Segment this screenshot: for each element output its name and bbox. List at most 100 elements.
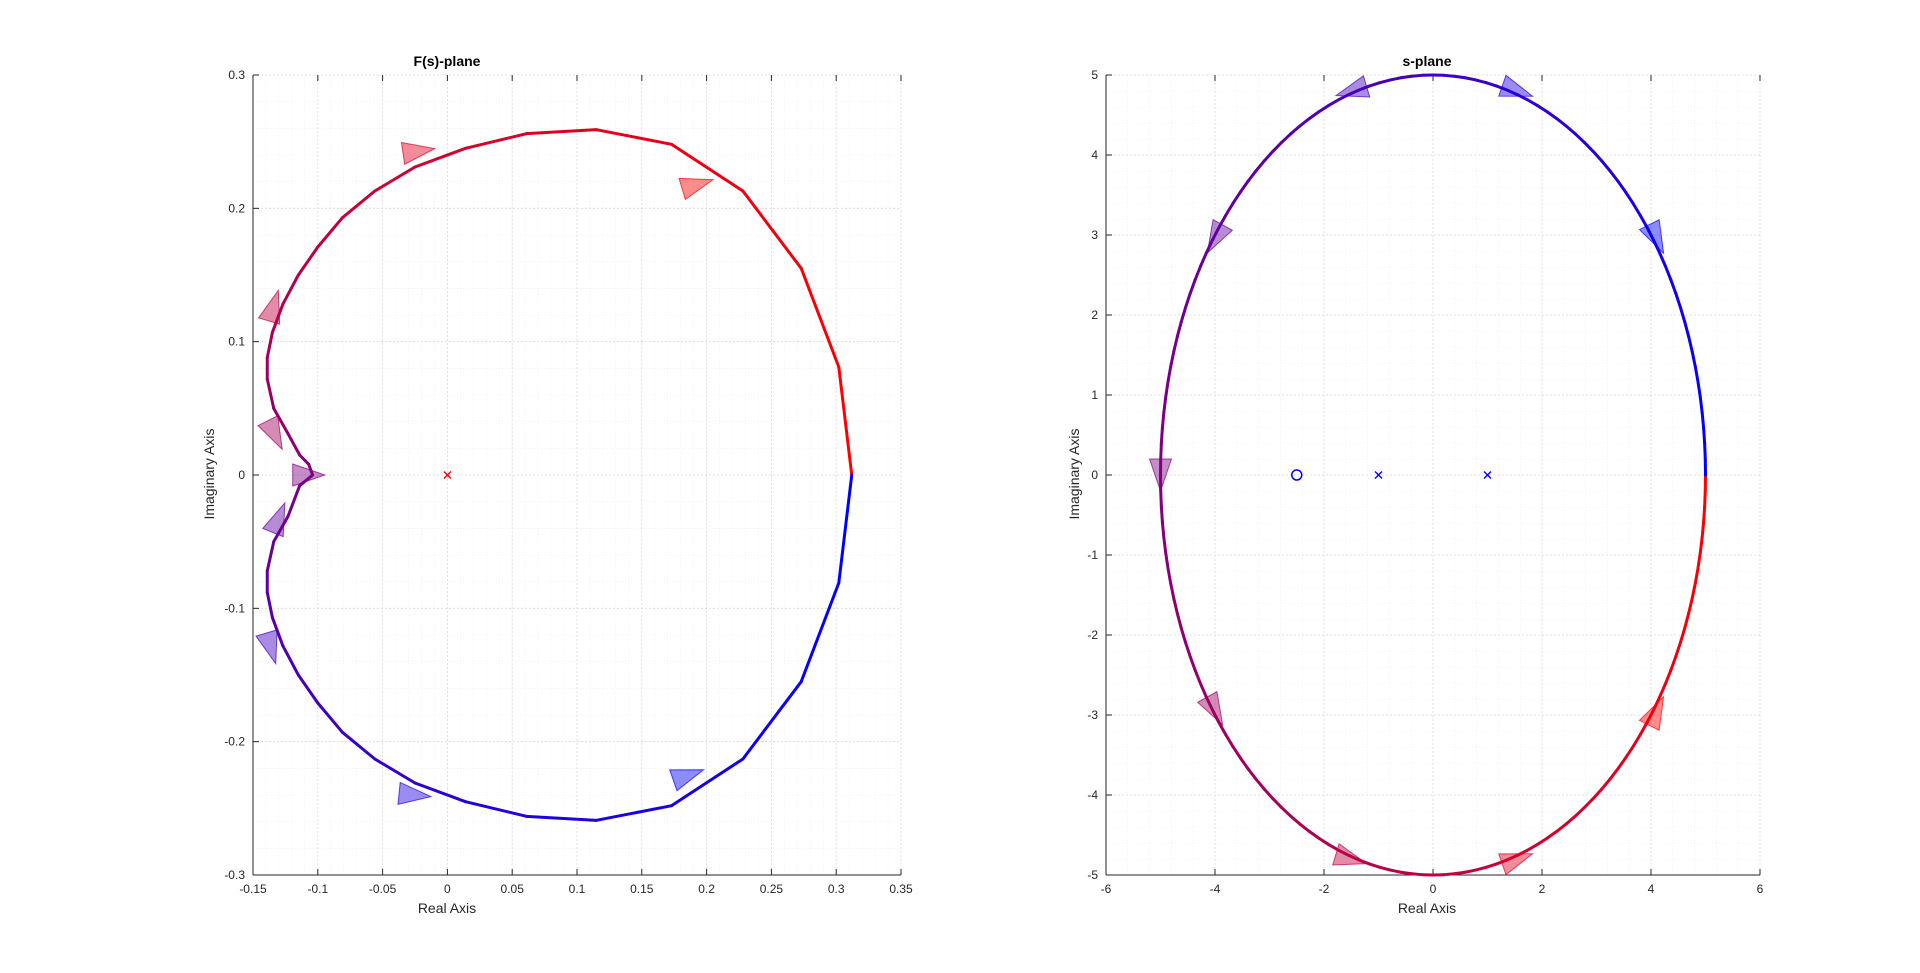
fs-plane-contour-segment — [265, 377, 276, 410]
s-plane-x-tick-label: -4 — [1210, 882, 1221, 896]
fs-plane-contour-segment — [670, 142, 745, 193]
s-plane-contour-segment — [1631, 201, 1642, 217]
s-plane-contour-segment — [1160, 410, 1166, 430]
fs-plane-contour-segment — [281, 644, 300, 677]
s-plane-contour-segment — [1169, 349, 1176, 368]
s-plane-contour-segment — [1172, 597, 1179, 615]
s-plane-title: s-plane — [1402, 53, 1451, 69]
s-plane-contour-segment — [1188, 655, 1197, 672]
fs-plane-direction-arrow — [257, 288, 281, 325]
s-plane-contour-segment — [1600, 777, 1612, 791]
s-plane-y-tick-label: 2 — [1091, 308, 1098, 322]
s-plane-contour-segment — [1204, 695, 1215, 712]
s-plane-contour-segment — [1505, 853, 1519, 862]
s-plane-contour-segment — [1317, 836, 1331, 847]
s-plane-x-tick-label: 4 — [1648, 882, 1655, 896]
fs-plane-contour-segment — [594, 804, 674, 822]
fs-plane-contour-segment — [281, 273, 300, 306]
s-plane-pole-marker — [1374, 471, 1383, 479]
s-plane-contour-segment — [1564, 814, 1577, 826]
s-plane-y-tick-label: -3 — [1087, 708, 1098, 722]
s-plane-contour-segment — [1337, 93, 1351, 102]
s-plane-contour-segment — [1515, 848, 1529, 857]
s-plane-contour-segment — [1631, 733, 1642, 749]
fs-plane-direction-arrow — [261, 501, 286, 538]
s-plane-contour-segment — [1410, 872, 1424, 877]
s-plane-contour-segment — [1280, 132, 1293, 144]
fs-plane-contour-segment — [265, 540, 276, 573]
s-plane-contour-segment — [1645, 225, 1655, 242]
s-plane-contour-segment — [1399, 74, 1414, 80]
fs-plane-contour-segment — [524, 128, 598, 136]
s-plane-markers — [1291, 469, 1492, 481]
s-plane-contour-segment — [1166, 566, 1173, 586]
s-plane-contour-segment — [1573, 132, 1586, 144]
s-plane-ylabel: Imaginary Axis — [1066, 428, 1082, 519]
s-plane-contour-segment — [1159, 504, 1164, 524]
s-plane-contour-segment — [1410, 73, 1424, 78]
fs-plane-contour-segment — [837, 473, 854, 585]
s-plane-contour-segment — [1616, 756, 1628, 771]
s-plane-contour-segment — [1298, 822, 1311, 833]
s-plane-contour-segment — [1608, 169, 1620, 183]
s-plane-contour-segment — [1555, 117, 1568, 128]
fs-plane-contour-segment — [270, 302, 285, 334]
fs-plane-y-tick-label: 0 — [238, 468, 245, 482]
fs-plane-contour-segment — [670, 757, 745, 808]
fs-plane-contour-segment — [799, 266, 841, 369]
s-plane-contour-segment — [1159, 442, 1163, 461]
s-plane-contour-segment — [1698, 395, 1704, 414]
s-plane-y-tick-label: -5 — [1087, 868, 1098, 882]
s-plane-contour-segment — [1166, 364, 1173, 384]
s-plane-contour-segment — [1347, 88, 1361, 97]
s-plane-direction-arrow — [1334, 75, 1371, 98]
s-plane-contour-segment — [1442, 73, 1456, 78]
s-plane-contour-segment — [1638, 213, 1649, 229]
s-plane-contour-segment — [1327, 98, 1341, 107]
s-plane-y-tick-label: 4 — [1091, 148, 1098, 162]
s-plane-contour-segment — [1624, 745, 1635, 760]
s-plane-axes: -6 -4 -2 0 2 4 6 -5 -4 -3 -2 -1 0 1 2 3 4 5 — [1087, 68, 1763, 896]
s-plane-contour-segment — [1188, 278, 1197, 295]
s-plane-direction-arrow — [1148, 458, 1173, 493]
s-plane-contour-segment — [1690, 349, 1697, 368]
s-plane-contour-segment — [1199, 682, 1208, 699]
s-plane-contour-segment — [1683, 320, 1691, 339]
s-plane-contour-segment — [1703, 489, 1707, 508]
s-plane-zero-marker — [1291, 469, 1303, 481]
s-plane-contour-segment — [1663, 668, 1673, 686]
fs-plane-contour-segment — [286, 484, 302, 518]
fs-plane-direction-arrow — [397, 781, 433, 806]
s-plane-x-tick-label: 2 — [1539, 882, 1546, 896]
fs-plane-direction-arrow — [255, 629, 278, 666]
s-plane-y-tick-label: 3 — [1091, 228, 1098, 242]
s-plane-contour — [1159, 73, 1707, 877]
fs-plane-contour-segment — [741, 680, 803, 761]
s-plane-contour-segment — [1169, 582, 1176, 601]
s-plane-pole-marker — [1483, 471, 1492, 479]
fs-plane-x-tick-label: 0 — [444, 882, 451, 896]
s-plane-contour-segment — [1582, 797, 1595, 810]
fs-plane-x-tick-label: 0.1 — [569, 882, 586, 896]
s-plane-contour-segment — [1535, 103, 1549, 114]
s-plane-contour-segment — [1184, 640, 1192, 659]
fs-plane-direction-arrow — [292, 463, 327, 487]
s-plane-contour-segment — [1700, 520, 1706, 540]
s-plane-contour-segment — [1193, 264, 1203, 282]
s-plane-contour-segment — [1159, 426, 1164, 446]
fs-plane-plot: -0.15 -0.1 -0.05 0 0.05 0.1 0.15 0.2 0.25 0.3 0.35… — [201, 53, 913, 916]
s-plane-contour-segment — [1367, 862, 1382, 869]
fs-plane-contour-segment — [340, 730, 377, 761]
fs-plane-x-tick-label: 0.15 — [630, 882, 654, 896]
s-plane-contour-segment — [1663, 264, 1673, 282]
s-plane-xlabel: Real Axis — [1398, 900, 1456, 916]
fs-plane-contour-segment — [373, 757, 417, 785]
s-plane-y-tick-label: 0 — [1091, 468, 1098, 482]
s-plane-x-tick-label: -6 — [1101, 882, 1112, 896]
s-plane-contour-segment — [1246, 169, 1258, 183]
s-plane-arrows — [1148, 74, 1665, 876]
fs-plane-x-tick-label: -0.15 — [239, 882, 267, 896]
s-plane-contour-segment — [1693, 364, 1700, 384]
s-plane-contour-segment — [1262, 149, 1275, 163]
